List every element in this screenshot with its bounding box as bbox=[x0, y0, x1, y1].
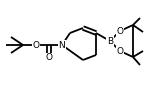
Text: B: B bbox=[107, 36, 113, 45]
Text: O: O bbox=[117, 26, 124, 35]
Text: O: O bbox=[45, 54, 52, 63]
Text: O: O bbox=[33, 41, 40, 49]
Text: O: O bbox=[117, 46, 124, 56]
Text: N: N bbox=[59, 41, 65, 49]
